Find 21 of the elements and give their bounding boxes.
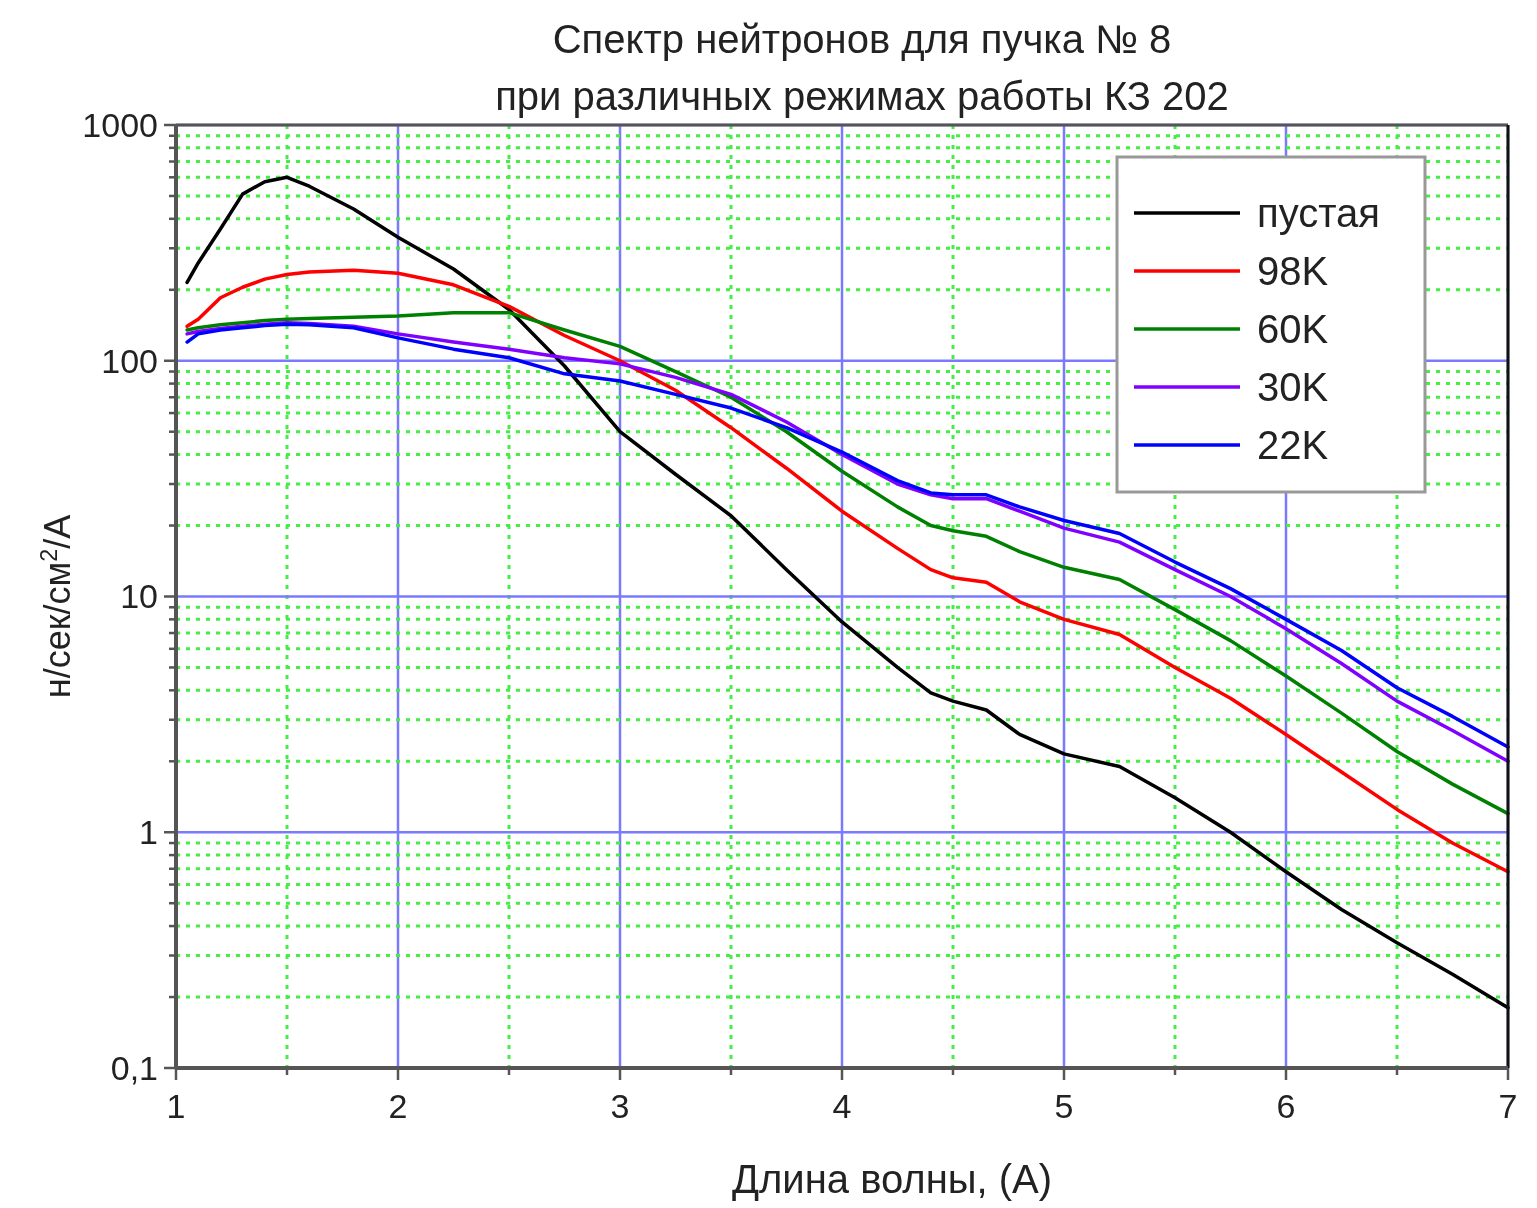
legend-label: пустая bbox=[1257, 191, 1380, 235]
legend-label: 22K bbox=[1257, 423, 1329, 467]
x-tick-label: 1 bbox=[166, 1087, 186, 1125]
chart-subtitle: при различных режимах работы КЗ 202 bbox=[495, 74, 1229, 118]
y-tick-label: 1 bbox=[139, 813, 158, 852]
x-tick-label: 6 bbox=[1276, 1087, 1296, 1125]
x-tick-label: 3 bbox=[610, 1087, 630, 1125]
x-tick-label: 4 bbox=[832, 1087, 852, 1125]
x-tick-label: 5 bbox=[1054, 1087, 1074, 1125]
x-tick-label: 2 bbox=[388, 1087, 408, 1125]
y-tick-label: 1000 bbox=[82, 105, 158, 144]
y-tick-label: 100 bbox=[101, 341, 158, 380]
chart-title: Спектр нейтронов для пучка № 8 bbox=[552, 17, 1172, 61]
legend-label: 60K bbox=[1257, 307, 1329, 351]
legend-label: 30K bbox=[1257, 365, 1329, 409]
x-axis-title: Длина волны, (А) bbox=[731, 1157, 1053, 1201]
y-tick-label: 0,1 bbox=[110, 1048, 158, 1087]
legend-label: 98K bbox=[1257, 249, 1329, 293]
line-series bbox=[185, 175, 1510, 1010]
y-tick-label: 10 bbox=[120, 577, 158, 616]
x-tick-label: 7 bbox=[1498, 1087, 1518, 1125]
